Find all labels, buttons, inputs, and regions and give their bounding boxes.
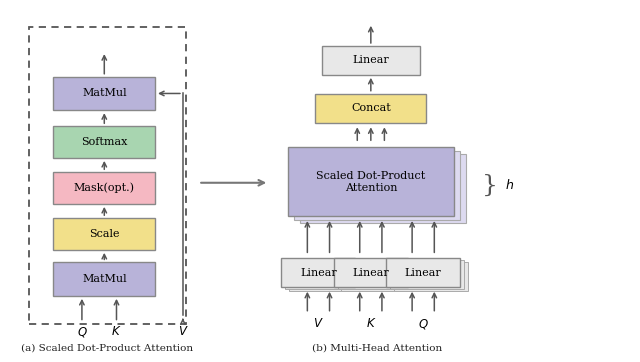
FancyBboxPatch shape <box>287 147 454 216</box>
Text: $K$: $K$ <box>365 317 376 330</box>
FancyBboxPatch shape <box>386 258 460 287</box>
Text: Scaled Dot-Product
Attention: Scaled Dot-Product Attention <box>316 171 426 193</box>
Text: $K$: $K$ <box>111 325 122 338</box>
Text: Linear: Linear <box>353 268 389 278</box>
Bar <box>29 27 186 324</box>
Text: Softmax: Softmax <box>81 137 127 147</box>
FancyBboxPatch shape <box>282 258 355 287</box>
Text: (b) Multi-Head Attention: (b) Multi-Head Attention <box>312 344 442 353</box>
FancyBboxPatch shape <box>394 262 468 291</box>
FancyBboxPatch shape <box>390 260 464 289</box>
Text: $V$: $V$ <box>313 317 324 330</box>
Text: Scale: Scale <box>89 229 120 239</box>
Text: (a) Scaled Dot-Product Attention: (a) Scaled Dot-Product Attention <box>21 344 193 353</box>
Text: $h$: $h$ <box>505 178 515 193</box>
FancyBboxPatch shape <box>300 155 467 223</box>
Text: }: } <box>482 174 498 197</box>
FancyBboxPatch shape <box>337 260 412 289</box>
Text: Linear: Linear <box>405 268 442 278</box>
FancyBboxPatch shape <box>54 262 155 296</box>
FancyBboxPatch shape <box>54 172 155 204</box>
FancyBboxPatch shape <box>54 126 155 158</box>
Text: Concat: Concat <box>351 103 390 113</box>
FancyBboxPatch shape <box>316 94 426 123</box>
FancyBboxPatch shape <box>285 260 359 289</box>
Text: Mask(opt.): Mask(opt.) <box>74 183 135 193</box>
FancyBboxPatch shape <box>321 46 420 75</box>
Text: $Q$: $Q$ <box>77 325 87 339</box>
Text: MatMul: MatMul <box>82 88 127 98</box>
FancyBboxPatch shape <box>334 258 408 287</box>
FancyBboxPatch shape <box>289 262 363 291</box>
Text: Linear: Linear <box>353 55 389 66</box>
Text: Linear: Linear <box>300 268 337 278</box>
FancyBboxPatch shape <box>294 151 460 220</box>
FancyBboxPatch shape <box>341 262 415 291</box>
FancyBboxPatch shape <box>54 77 155 110</box>
Text: $V$: $V$ <box>177 325 188 338</box>
FancyBboxPatch shape <box>54 218 155 250</box>
Text: MatMul: MatMul <box>82 274 127 284</box>
Text: $Q$: $Q$ <box>418 317 429 331</box>
